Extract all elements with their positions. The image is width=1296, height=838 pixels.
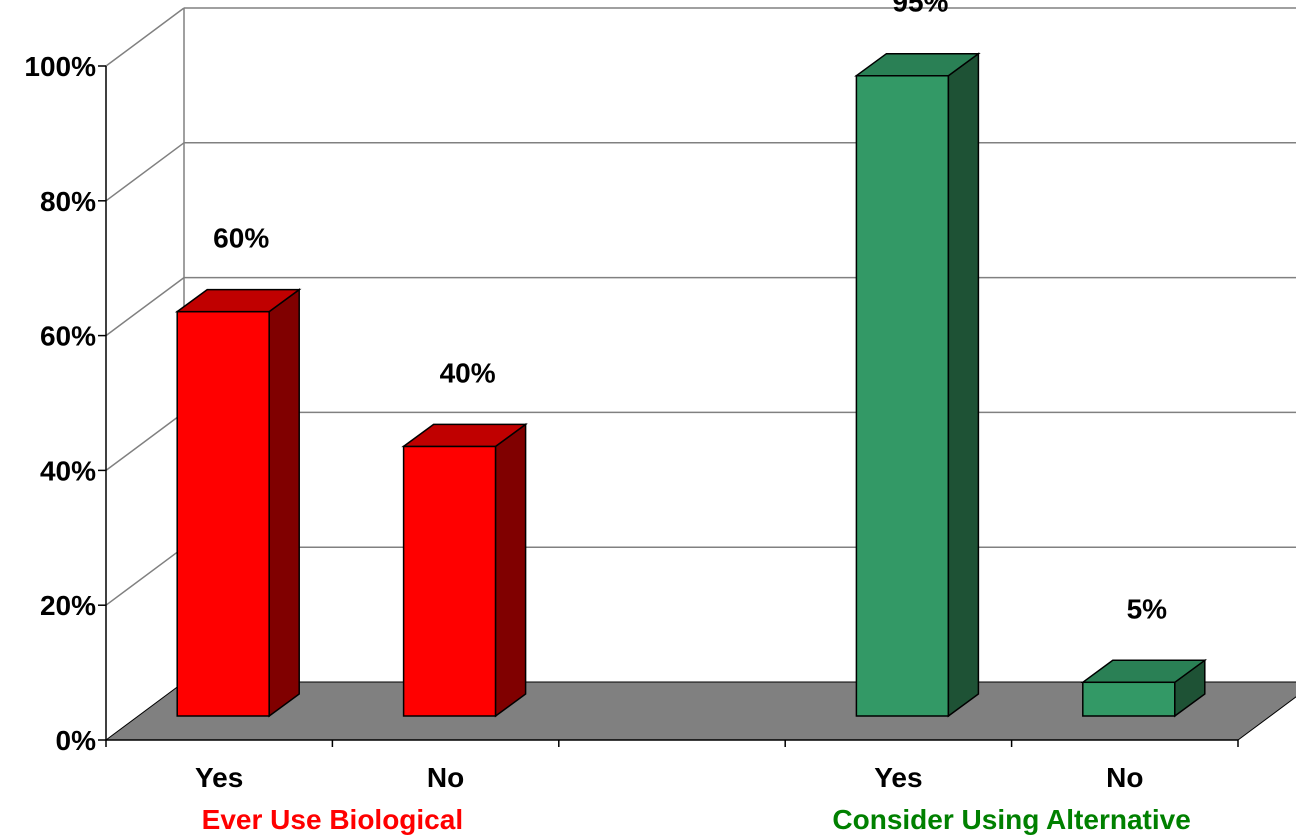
y-tick-label: 60% (40, 321, 96, 352)
bar-side (494, 422, 527, 718)
side-gridline (105, 142, 185, 202)
bar (176, 310, 270, 717)
data-label: 95% (892, 0, 948, 18)
labels: 0% 20% 40% 60% 80% 100% 60% Yes 40% No Ever Use Bi… (24, 0, 1190, 835)
bar-side (268, 288, 300, 718)
y-tick-label: 20% (40, 590, 96, 621)
y-tick-label: 100% (24, 51, 96, 82)
bar-top (401, 423, 528, 448)
bar (402, 445, 497, 717)
bar (1082, 681, 1176, 717)
data-label: 40% (440, 357, 496, 388)
y-tick-label: 0% (56, 725, 97, 756)
x-category-label: Yes (874, 762, 922, 793)
y-tick-label: 40% (40, 455, 96, 486)
x-category-label: No (427, 762, 464, 793)
gridlines (105, 7, 1296, 606)
group-label: Consider Using Alternative (832, 804, 1190, 835)
axes (98, 65, 1239, 747)
side-gridline (105, 546, 185, 606)
side-gridline (105, 276, 185, 337)
bar-top (174, 288, 302, 313)
x-category-label: No (1106, 762, 1143, 793)
y-tick-label: 80% (40, 186, 96, 217)
bar-top (1080, 659, 1208, 684)
bar (855, 74, 950, 717)
data-label: 5% (1127, 593, 1168, 624)
bar-side (947, 52, 980, 718)
bars (174, 52, 1208, 718)
data-label: 60% (213, 223, 269, 254)
group-label: Ever Use Biological (202, 804, 463, 835)
side-gridline (105, 7, 185, 67)
side-gridline (105, 411, 185, 472)
bar-top (854, 52, 981, 77)
x-category-label: Yes (195, 762, 243, 793)
